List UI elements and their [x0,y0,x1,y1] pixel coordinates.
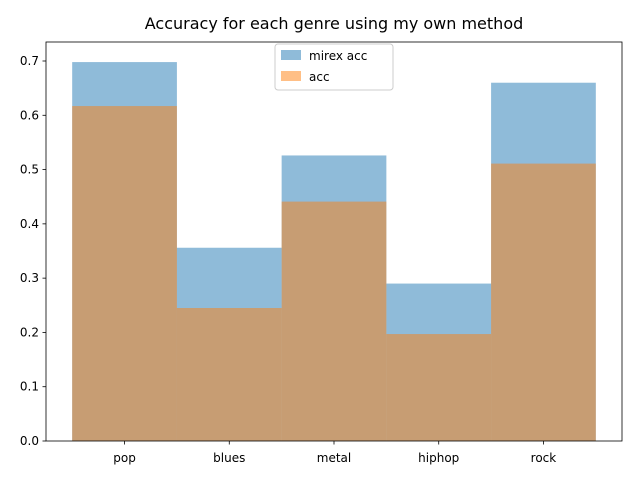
axes-layer: 0.0 0.1 0.2 0.3 0.4 0.5 0.6 0.7 pop blues metal hip… [20,41,623,465]
legend-label-acc: acc [309,70,330,84]
y-tick-label: 0.6 [20,108,39,122]
legend: mirex acc acc [274,43,394,91]
y-tick-label: 0.7 [20,54,39,68]
legend-swatch-mirex-acc [281,50,301,60]
y-tick-label: 0.0 [20,434,39,448]
bars-layer [72,62,596,442]
y-tick-label: 0.2 [20,325,39,339]
y-tick-label: 0.1 [20,380,39,394]
bar-acc-blues [176,308,282,441]
bar-acc-hiphop [386,334,492,441]
bar-acc-rock [491,163,596,441]
legend-swatch-acc [281,71,301,81]
x-tick-label-pop: pop [113,451,136,465]
bar-acc-pop [72,106,177,442]
x-tick-label-metal: metal [317,451,351,465]
y-tick-label: 0.4 [20,217,39,231]
bar-acc-metal [281,201,387,441]
y-tick-label: 0.5 [20,163,39,177]
chart-title: Accuracy for each genre using my own met… [145,14,524,33]
x-tick-label-rock: rock [531,451,557,465]
x-tick-label-blues: blues [213,451,245,465]
x-tick-label-hiphop: hiphop [418,451,459,465]
y-tick-label: 0.3 [20,271,39,285]
legend-label-mirex-acc: mirex acc [309,49,367,63]
legend-frame [274,43,394,91]
